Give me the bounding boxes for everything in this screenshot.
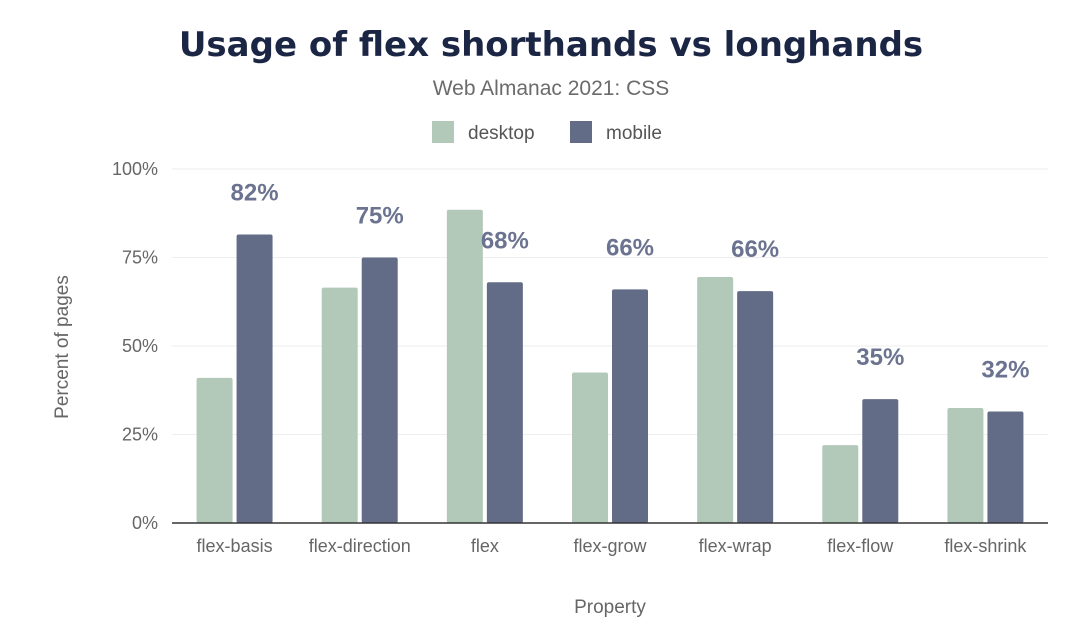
bar-desktop-flex-grow: [572, 372, 608, 523]
data-label-flex-grow: 66%: [606, 234, 654, 261]
y-axis-title: Percent of pages: [52, 275, 73, 419]
data-label-flex-basis: 82%: [231, 179, 279, 206]
data-label-flex-wrap: 66%: [731, 236, 779, 263]
bar-mobile-flex-direction: [361, 257, 398, 523]
gridlines: [172, 168, 1048, 435]
x-tick-label-flex-flow: flex-flow: [827, 536, 894, 556]
y-tick-label: 0%: [132, 513, 158, 533]
bar-desktop-flex-shrink: [947, 407, 984, 523]
data-label-flex-direction: 75%: [356, 203, 404, 230]
legend-label-mobile: mobile: [606, 123, 662, 144]
x-tick-label-flex-grow: flex-grow: [573, 536, 647, 556]
legend-swatch-mobile: [570, 121, 592, 143]
x-tick-label-flex: flex: [471, 536, 499, 556]
x-axis-ticks: flex-basis flex-direction flex flex-grow fle…: [197, 536, 1028, 556]
bar-mobile-flex-flow: [862, 399, 899, 523]
legend-label-desktop: desktop: [468, 123, 535, 144]
legend: desktop mobile: [432, 121, 662, 144]
bar-desktop-flex-direction: [321, 287, 358, 523]
x-axis-title: Property: [574, 597, 646, 618]
data-label-flex-flow: 35%: [856, 344, 904, 371]
x-tick-label-flex-direction: flex-direction: [309, 536, 411, 556]
x-tick-label-flex-basis: flex-basis: [197, 536, 273, 556]
bar-desktop-flex-wrap: [697, 276, 734, 523]
bar-mobile-flex: [486, 282, 523, 523]
chart-title: Usage of flex shorthands vs longhands: [179, 25, 923, 65]
y-tick-label: 25%: [122, 425, 158, 445]
bar-mobile-flex-shrink: [987, 411, 1024, 523]
data-labels: 82% 75% 68% 66% 66% 35% 32%: [231, 179, 1030, 383]
data-label-flex-shrink: 32%: [981, 356, 1029, 383]
x-tick-label-flex-shrink: flex-shrink: [944, 536, 1027, 556]
bar-desktop-flex: [446, 209, 483, 523]
bar-desktop-flex-basis: [196, 377, 233, 523]
data-label-flex: 68%: [481, 227, 529, 254]
y-axis-ticks: 0% 25% 50% 75% 100%: [112, 159, 158, 533]
y-tick-label: 50%: [122, 336, 158, 356]
legend-swatch-desktop: [432, 121, 454, 143]
x-tick-label-flex-wrap: flex-wrap: [699, 536, 772, 556]
y-tick-label: 75%: [122, 248, 158, 268]
bars: [196, 209, 1024, 524]
bar-mobile-flex-basis: [236, 234, 273, 524]
bar-desktop-flex-flow: [822, 445, 859, 523]
y-tick-label: 100%: [112, 159, 158, 179]
bar-mobile-flex-wrap: [737, 291, 774, 523]
bar-mobile-flex-grow: [612, 289, 648, 523]
chart-subtitle: Web Almanac 2021: CSS: [433, 77, 670, 100]
